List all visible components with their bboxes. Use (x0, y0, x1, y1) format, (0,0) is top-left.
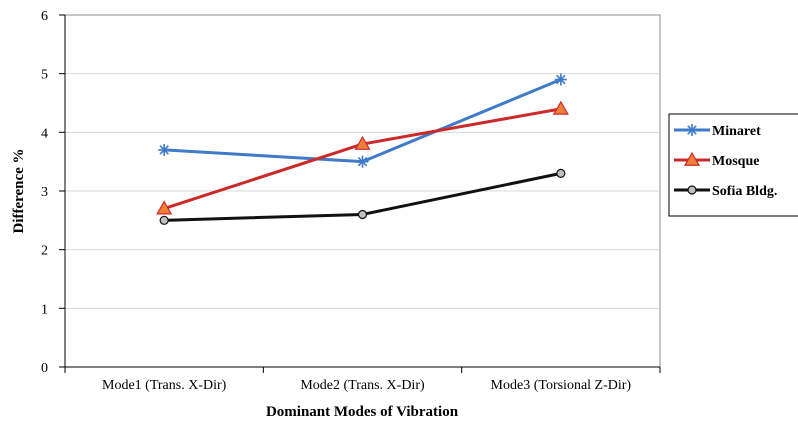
x-axis-title: Dominant Modes of Vibration (266, 404, 459, 420)
y-tick-label: 3 (41, 185, 48, 200)
marker-circle (357, 209, 368, 220)
marker-circle (159, 215, 169, 225)
marker-asterisk (158, 143, 171, 156)
legend-item: Minaret (674, 124, 761, 139)
marker-asterisk (356, 155, 369, 168)
x-tick-labels: Mode1 (Trans. X-Dir) Mode2 (Trans. X-Dir)… (102, 378, 631, 393)
y-tick-label: 4 (41, 126, 48, 141)
series-minaret (158, 73, 567, 168)
y-tick-label: 1 (41, 302, 48, 317)
y-tick-label: 5 (41, 68, 48, 83)
y-tick-label: 6 (41, 9, 48, 24)
legend-item: Sofia Bldg. (674, 184, 777, 199)
marker-triangle (683, 151, 701, 166)
marker-triangle (552, 100, 569, 115)
y-axis-title: Difference % (11, 148, 27, 233)
legend-label: Mosque (712, 154, 759, 169)
legend-label: Sofia Bldg. (712, 184, 777, 199)
x-tick-label: Mode3 (Torsional Z-Dir) (491, 378, 632, 393)
series-sofia-bldg (159, 168, 566, 225)
marker-triangle (354, 135, 371, 150)
marker-asterisk (554, 73, 567, 86)
x-tick-label: Mode2 (Trans. X-Dir) (300, 378, 425, 393)
series-lines (156, 73, 569, 225)
legend: Minaret Mosque Sofia Bldg. (674, 124, 777, 199)
marker-circle (687, 185, 697, 195)
axes (59, 14, 661, 373)
marker-triangle (156, 200, 173, 215)
y-tick-label: 0 (41, 361, 48, 376)
marker-circle (556, 168, 566, 178)
y-tick-labels: 0 1 2 3 4 5 6 (41, 9, 48, 376)
legend-item: Mosque (674, 151, 759, 169)
y-tick-label: 2 (41, 244, 48, 259)
series-mosque (156, 100, 569, 215)
x-tick-label: Mode1 (Trans. X-Dir) (102, 378, 227, 393)
legend-label: Minaret (712, 124, 761, 139)
marker-asterisk (686, 124, 698, 136)
